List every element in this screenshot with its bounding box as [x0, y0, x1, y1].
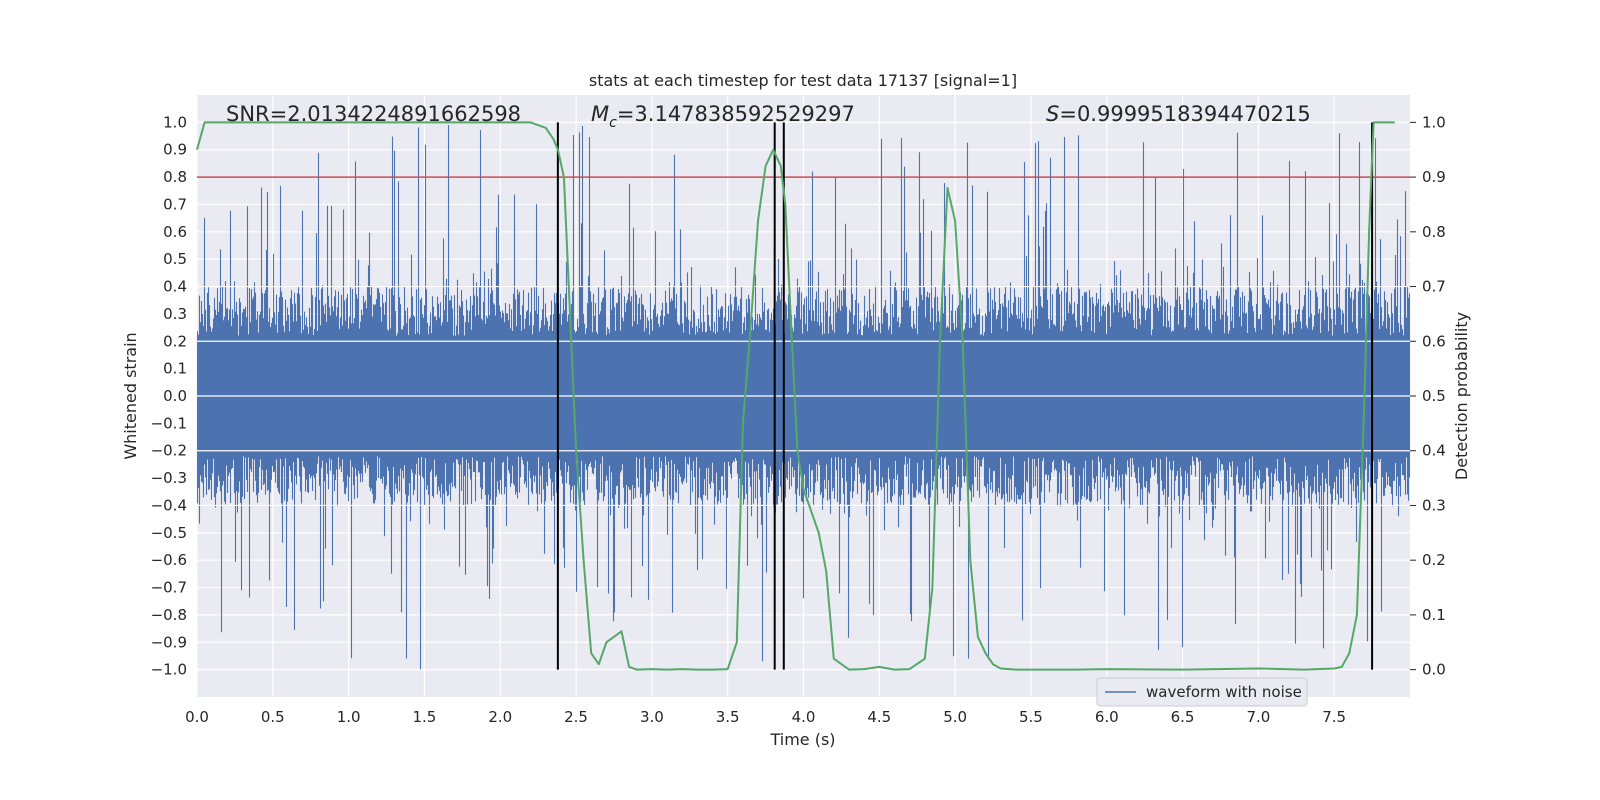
- x-tick-label: 4.0: [792, 708, 816, 726]
- left-y-tick-label: 0.7: [163, 195, 187, 213]
- right-y-tick-label: 0.4: [1422, 442, 1446, 460]
- left-y-tick-label: 0.6: [163, 223, 187, 241]
- x-tick-label: 6.5: [1171, 708, 1195, 726]
- right-y-tick-label: 0.8: [1422, 223, 1446, 241]
- right-y-tick-label: 0.3: [1422, 496, 1446, 514]
- x-tick-label: 0.5: [261, 708, 285, 726]
- left-y-tick-label: 0.8: [163, 168, 187, 186]
- right-y-tick-label: 0.0: [1422, 661, 1446, 679]
- right-y-tick-label: 1.0: [1422, 113, 1446, 131]
- right-y-tick-label: 0.2: [1422, 551, 1446, 569]
- x-tick-label: 5.0: [943, 708, 967, 726]
- right-y-tick-label: 0.7: [1422, 278, 1446, 296]
- left-y-tick-label: −1.0: [151, 661, 187, 679]
- left-y-tick-label: −0.4: [151, 496, 187, 514]
- chart-title: stats at each timestep for test data 171…: [589, 71, 1017, 90]
- left-y-tick-label: −0.2: [151, 442, 187, 460]
- left-y-tick-label: −0.5: [151, 524, 187, 542]
- left-y-tick-label: 0.9: [163, 141, 187, 159]
- left-y-tick-label: −0.8: [151, 606, 187, 624]
- x-tick-label: 3.0: [640, 708, 664, 726]
- right-y-tick-label: 0.6: [1422, 332, 1446, 350]
- x-axis-ticks: 0.0 0.5 1.0 1.5 2.0 2.5 3.0 3.5 4.0 4.5 5.0 5.5 6.0 6…: [185, 708, 1346, 726]
- left-y-axis-label: Whitened strain: [121, 332, 140, 459]
- chirp-mass-symbol: M: [591, 102, 609, 126]
- x-tick-label: 7.5: [1322, 708, 1346, 726]
- x-axis-label: Time (s): [769, 730, 835, 749]
- left-y-tick-label: −0.9: [151, 633, 187, 651]
- left-y-tick-label: −0.7: [151, 579, 187, 597]
- left-y-tick-label: −0.6: [151, 551, 187, 569]
- x-tick-label: 2.5: [564, 708, 588, 726]
- right-y-tick-label: 0.1: [1422, 606, 1446, 624]
- x-tick-label: 6.0: [1095, 708, 1119, 726]
- snr-annotation: SNR=2.0134224891662598: [226, 102, 521, 126]
- right-y-axis-ticks: 1.0 0.9 0.8 0.7 0.6 0.5 0.4 0.3 0.2 0.1 0.0: [1410, 113, 1446, 679]
- x-tick-label: 0.0: [185, 708, 209, 726]
- left-y-tick-label: 0.5: [163, 250, 187, 268]
- x-tick-label: 1.5: [413, 708, 437, 726]
- right-y-axis-label: Detection probability: [1452, 312, 1471, 480]
- left-y-tick-label: 0.0: [163, 387, 187, 405]
- detection-probability-series: [196, 121, 1395, 671]
- left-y-tick-label: 0.1: [163, 360, 187, 378]
- left-y-tick-label: 0.2: [163, 332, 187, 350]
- x-tick-label: 5.5: [1019, 708, 1043, 726]
- left-y-tick-label: 0.3: [163, 305, 187, 323]
- left-y-axis-ticks: 1.0 0.9 0.8 0.7 0.6 0.5 0.4 0.3 0.2 0.1 0.0 −0.1 −0.…: [151, 113, 187, 678]
- chirp-mass-subscript: c: [609, 115, 617, 131]
- chirp-mass-value: =3.147838592529297: [617, 102, 855, 126]
- chirp-mass-annotation: Mc=3.147838592529297: [591, 102, 855, 131]
- detection-probability-line: [196, 121, 1395, 671]
- x-tick-label: 3.5: [716, 708, 740, 726]
- legend-label: waveform with noise: [1146, 683, 1302, 701]
- x-tick-label: 7.0: [1246, 708, 1270, 726]
- left-y-tick-label: −0.1: [151, 414, 187, 432]
- left-y-tick-label: 1.0: [163, 113, 187, 131]
- score-annotation: S=0.9999518394470215: [1046, 102, 1311, 126]
- left-y-tick-label: 0.4: [163, 278, 187, 296]
- score-value: =0.9999518394470215: [1059, 102, 1310, 126]
- waveform-with-noise-series: [196, 125, 1411, 670]
- x-tick-label: 2.0: [488, 708, 512, 726]
- vertical-marker-lines: [556, 122, 1374, 670]
- legend-box: [1096, 677, 1308, 707]
- right-y-tick-label: 0.9: [1422, 168, 1446, 186]
- right-y-tick-label: 0.5: [1422, 387, 1446, 405]
- legend: waveform with noise: [1096, 677, 1308, 707]
- x-tick-label: 1.0: [337, 708, 361, 726]
- left-y-tick-label: −0.3: [151, 469, 187, 487]
- x-tick-label: 4.5: [867, 708, 891, 726]
- score-symbol: S: [1046, 102, 1059, 126]
